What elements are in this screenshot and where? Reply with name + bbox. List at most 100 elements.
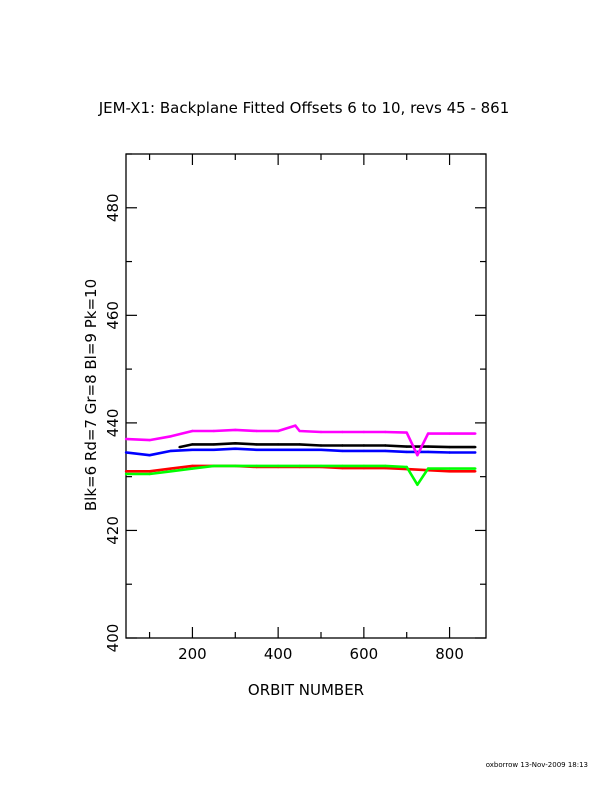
data-point xyxy=(384,464,387,468)
data-point xyxy=(448,445,451,449)
axis-ticks: 200 400 600 800 400 420 440 460 480 xyxy=(104,153,486,663)
data-point xyxy=(448,451,451,454)
series-4 xyxy=(124,424,477,457)
x-tick-label: 800 xyxy=(435,645,464,663)
data-point xyxy=(212,464,216,468)
data-point xyxy=(384,430,387,434)
data-point xyxy=(298,448,301,451)
data-point xyxy=(341,449,344,453)
plot-frame xyxy=(125,153,487,639)
data-point xyxy=(255,429,258,433)
data-point xyxy=(362,444,366,447)
data-point xyxy=(474,470,477,473)
data-point xyxy=(319,430,323,434)
data-point xyxy=(148,438,151,442)
data-point xyxy=(255,448,258,451)
data-point xyxy=(319,448,323,451)
data-point xyxy=(474,445,477,449)
data-point xyxy=(298,429,301,433)
y-tick-label: 400 xyxy=(104,624,122,653)
data-point xyxy=(405,465,408,469)
data-point xyxy=(178,445,181,449)
data-point xyxy=(124,451,128,454)
data-point xyxy=(384,466,387,470)
data-point xyxy=(384,444,387,447)
data-point xyxy=(405,445,408,448)
data-point xyxy=(124,470,128,473)
x-tick-label: 400 xyxy=(264,645,293,663)
y-axis-label: Blk=6 Rd=7 Gr=8 Bl=9 Pk=10 xyxy=(82,279,100,511)
data-point xyxy=(212,429,216,433)
data-point xyxy=(448,467,451,470)
data-point xyxy=(298,464,301,468)
data-point xyxy=(276,448,280,451)
footer-credit: oxborrow 13-Nov-2009 18:13 xyxy=(486,761,588,769)
data-point xyxy=(234,464,237,468)
data-point xyxy=(276,464,280,468)
y-tick-label: 480 xyxy=(104,193,122,222)
data-point xyxy=(148,454,151,457)
data-point xyxy=(234,442,237,445)
data-point xyxy=(298,443,301,446)
chart-title: JEM-X1: Backplane Fitted Offsets 6 to 10… xyxy=(98,99,510,117)
data-point xyxy=(124,472,128,476)
x-axis-label: ORBIT NUMBER xyxy=(248,681,364,699)
data-point xyxy=(448,470,451,473)
data-point xyxy=(148,472,151,476)
data-point xyxy=(191,429,194,433)
data-point xyxy=(448,432,451,435)
data-point xyxy=(362,466,366,470)
data-point xyxy=(384,449,387,453)
data-point xyxy=(169,449,173,453)
data-point xyxy=(169,467,173,470)
data-point xyxy=(191,443,194,446)
data-point xyxy=(362,449,366,453)
series-line xyxy=(126,464,476,487)
y-tick-label: 440 xyxy=(104,409,122,438)
plot-area xyxy=(125,153,487,639)
data-point xyxy=(341,464,344,468)
data-point xyxy=(191,448,194,451)
data-point xyxy=(124,437,128,441)
data-point xyxy=(341,444,344,447)
data-point xyxy=(426,432,430,435)
data-point xyxy=(212,448,216,451)
data-point xyxy=(191,464,194,468)
data-point xyxy=(191,467,194,470)
data-point xyxy=(405,450,408,454)
series-layer xyxy=(124,424,477,487)
data-point xyxy=(474,451,477,454)
data-point xyxy=(426,450,430,454)
data-point xyxy=(362,430,366,434)
series-2 xyxy=(124,464,477,487)
data-point xyxy=(276,443,280,446)
series-0 xyxy=(178,441,477,449)
data-point xyxy=(416,483,419,486)
data-point xyxy=(169,470,173,473)
series-line xyxy=(179,441,476,449)
data-point xyxy=(294,424,297,427)
data-point xyxy=(474,432,477,435)
data-point xyxy=(319,444,323,447)
data-point xyxy=(426,445,430,448)
y-tick-label: 460 xyxy=(104,301,122,330)
data-point xyxy=(212,443,216,446)
data-point xyxy=(341,430,344,434)
series-3 xyxy=(124,447,477,457)
data-point xyxy=(255,443,258,446)
data-point xyxy=(234,447,237,450)
data-point xyxy=(416,454,419,457)
data-point xyxy=(276,429,280,433)
data-point xyxy=(426,467,430,470)
data-point xyxy=(319,464,323,468)
data-point xyxy=(405,431,408,434)
data-point xyxy=(148,470,151,473)
data-point xyxy=(474,467,477,470)
x-tick-label: 600 xyxy=(350,645,379,663)
data-point xyxy=(234,428,237,432)
data-point xyxy=(362,464,366,468)
x-tick-label: 200 xyxy=(178,645,207,663)
data-point xyxy=(169,435,173,438)
data-point xyxy=(341,466,344,470)
